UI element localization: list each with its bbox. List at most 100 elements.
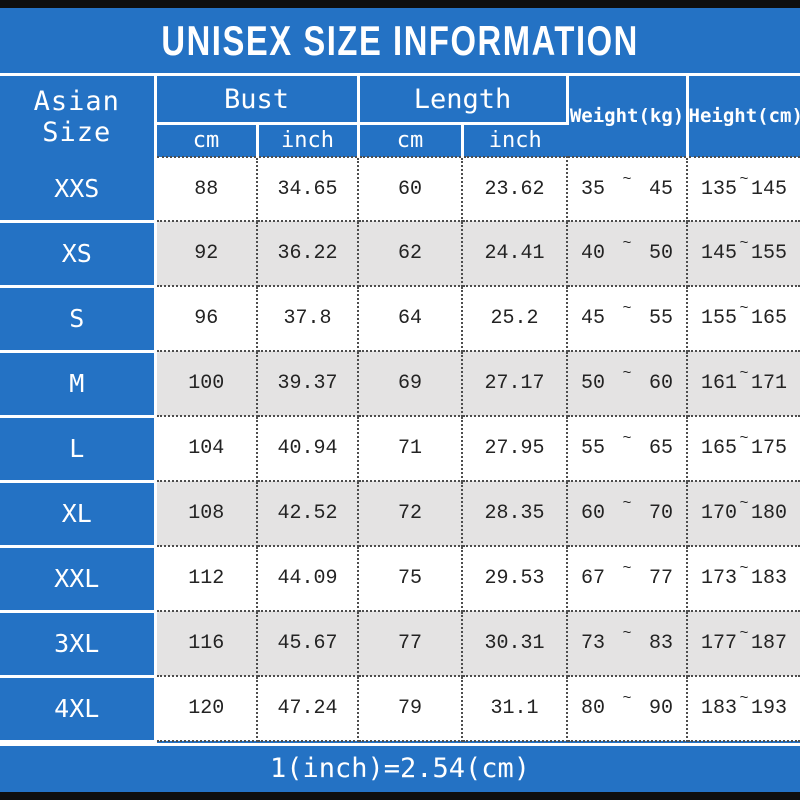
size-table: Asian Size Bust Length Weight(kg) Height… (0, 76, 800, 743)
tilde-glyph: ~ (739, 560, 749, 577)
bottom-black-bar (0, 792, 800, 800)
bust-inch-value: 39.37 (257, 351, 359, 417)
height-range: 135 ~ 145 (687, 156, 800, 222)
weight-min-value: 80 (581, 697, 606, 720)
size-label: 3XL (0, 611, 157, 678)
height-max-value: 193 (750, 697, 787, 720)
table-row: XS 92 36.22 62 24.41 40 ~ 50 145 ~ 155 (0, 221, 800, 288)
tilde-glyph: ~ (739, 625, 749, 642)
bust-cm-value: 116 (155, 611, 258, 677)
bust-cm-value: 96 (155, 286, 258, 352)
height-range: 177 ~ 187 (687, 611, 800, 677)
height-max-value: 165 (750, 307, 787, 330)
tilde-glyph: ~ (739, 365, 749, 382)
size-label: XXL (0, 546, 157, 613)
height-range: 183 ~ 193 (687, 676, 800, 742)
weight-max-value: 90 (648, 697, 673, 720)
bust-cm-value: 112 (155, 546, 258, 612)
weight-range: 55 ~ 65 (567, 416, 689, 482)
weight-min-value: 50 (581, 372, 606, 395)
bust-cm-value: 100 (155, 351, 258, 417)
table-row: S 96 37.8 64 25.2 45 ~ 55 155 ~ 165 (0, 286, 800, 353)
height-min-value: 170 (701, 502, 738, 525)
bust-cm-value: 120 (155, 676, 258, 742)
size-label: 4XL (0, 676, 157, 743)
tilde-glyph: ~ (622, 625, 632, 642)
tilde-glyph: ~ (739, 690, 749, 707)
height-range: 170 ~ 180 (687, 481, 800, 547)
height-min-value: 145 (701, 242, 738, 265)
height-range: 165 ~ 175 (687, 416, 800, 482)
length-cm-value: 64 (358, 286, 463, 352)
height-max-value: 171 (750, 372, 787, 395)
tilde-glyph: ~ (622, 170, 632, 188)
weight-min-value: 73 (581, 632, 606, 655)
bust-inch-value: 47.24 (257, 676, 359, 742)
tilde-glyph: ~ (622, 300, 632, 317)
header-bust: Bust (155, 76, 360, 125)
height-min-value: 177 (701, 632, 738, 655)
length-inch-value: 24.41 (462, 221, 569, 287)
weight-range: 60 ~ 70 (567, 481, 689, 547)
height-min-value: 183 (701, 697, 738, 720)
weight-range: 35 ~ 45 (567, 156, 689, 222)
tilde-glyph: ~ (739, 235, 749, 252)
length-cm-value: 72 (358, 481, 463, 547)
tilde-glyph: ~ (739, 495, 749, 512)
length-cm-value: 62 (358, 221, 463, 287)
header-length-inch: inch (462, 123, 568, 157)
length-inch-value: 28.35 (462, 481, 569, 547)
height-max-value: 187 (750, 632, 787, 655)
height-range: 155 ~ 165 (687, 286, 800, 352)
bust-inch-value: 36.22 (257, 221, 359, 287)
bust-inch-value: 37.8 (257, 286, 359, 352)
table-body: XXS 88 34.65 60 23.62 35 ~ 45 135 ~ 145 … (0, 156, 800, 743)
height-range: 145 ~ 155 (687, 221, 800, 287)
header-weight: Weight(kg) (567, 76, 689, 157)
table-row: L 104 40.94 71 27.95 55 ~ 65 165 ~ 175 (0, 416, 800, 483)
tilde-glyph: ~ (739, 430, 749, 447)
bust-inch-value: 34.65 (257, 156, 359, 222)
length-inch-value: 30.31 (462, 611, 569, 677)
size-label: XXS (0, 157, 157, 223)
weight-max-value: 55 (648, 307, 673, 330)
table-row: XL 108 42.52 72 28.35 60 ~ 70 170 ~ 180 (0, 481, 800, 548)
weight-max-value: 60 (648, 372, 673, 395)
page-title: UNISEX SIZE INFORMATION (161, 16, 639, 64)
size-label: S (0, 286, 157, 353)
height-max-value: 175 (750, 437, 787, 460)
weight-range: 40 ~ 50 (567, 221, 689, 287)
tilde-glyph: ~ (622, 430, 632, 447)
table-row: 3XL 116 45.67 77 30.31 73 ~ 83 177 ~ 187 (0, 611, 800, 678)
table-row: 4XL 120 47.24 79 31.1 80 ~ 90 183 ~ 193 (0, 676, 800, 743)
bust-cm-value: 104 (155, 416, 258, 482)
tilde-glyph: ~ (739, 170, 749, 188)
tilde-glyph: ~ (622, 560, 632, 577)
weight-max-value: 70 (648, 502, 673, 525)
table-row: M 100 39.37 69 27.17 50 ~ 60 161 ~ 171 (0, 351, 800, 418)
weight-max-value: 65 (648, 437, 673, 460)
top-black-bar (0, 0, 800, 8)
table-row: XXL 112 44.09 75 29.53 67 ~ 77 173 ~ 183 (0, 546, 800, 613)
header-height: Height(cm) (687, 76, 800, 157)
length-inch-value: 25.2 (462, 286, 569, 352)
height-min-value: 135 (701, 177, 738, 201)
length-cm-value: 79 (358, 676, 463, 742)
weight-min-value: 60 (581, 502, 606, 525)
footer-band: 1(inch)=2.54(cm) (0, 742, 800, 792)
header-length: Length (358, 76, 569, 125)
height-max-value: 145 (750, 177, 787, 201)
height-max-value: 180 (750, 502, 787, 525)
weight-min-value: 35 (581, 177, 606, 201)
tilde-glyph: ~ (622, 365, 632, 382)
length-inch-value: 23.62 (462, 156, 569, 222)
weight-range: 45 ~ 55 (567, 286, 689, 352)
size-label: M (0, 351, 157, 418)
weight-range: 50 ~ 60 (567, 351, 689, 417)
length-cm-value: 75 (358, 546, 463, 612)
bust-cm-value: 88 (155, 156, 258, 222)
length-inch-value: 27.95 (462, 416, 569, 482)
weight-max-value: 77 (648, 567, 673, 590)
height-max-value: 183 (750, 567, 787, 590)
